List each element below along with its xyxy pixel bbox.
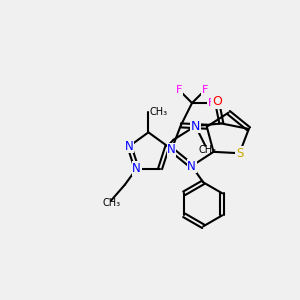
Text: CH₃: CH₃ (149, 107, 167, 117)
Text: N: N (167, 143, 176, 156)
Text: CH₃: CH₃ (198, 145, 216, 155)
Text: F: F (202, 85, 208, 95)
Text: O: O (212, 95, 222, 108)
Text: F: F (208, 98, 214, 108)
Text: F: F (176, 85, 182, 95)
Text: N: N (132, 162, 141, 175)
Text: N: N (188, 160, 196, 172)
Text: S: S (236, 147, 243, 160)
Text: CH₃: CH₃ (102, 199, 120, 208)
Text: N: N (191, 119, 200, 133)
Text: N: N (125, 140, 134, 153)
